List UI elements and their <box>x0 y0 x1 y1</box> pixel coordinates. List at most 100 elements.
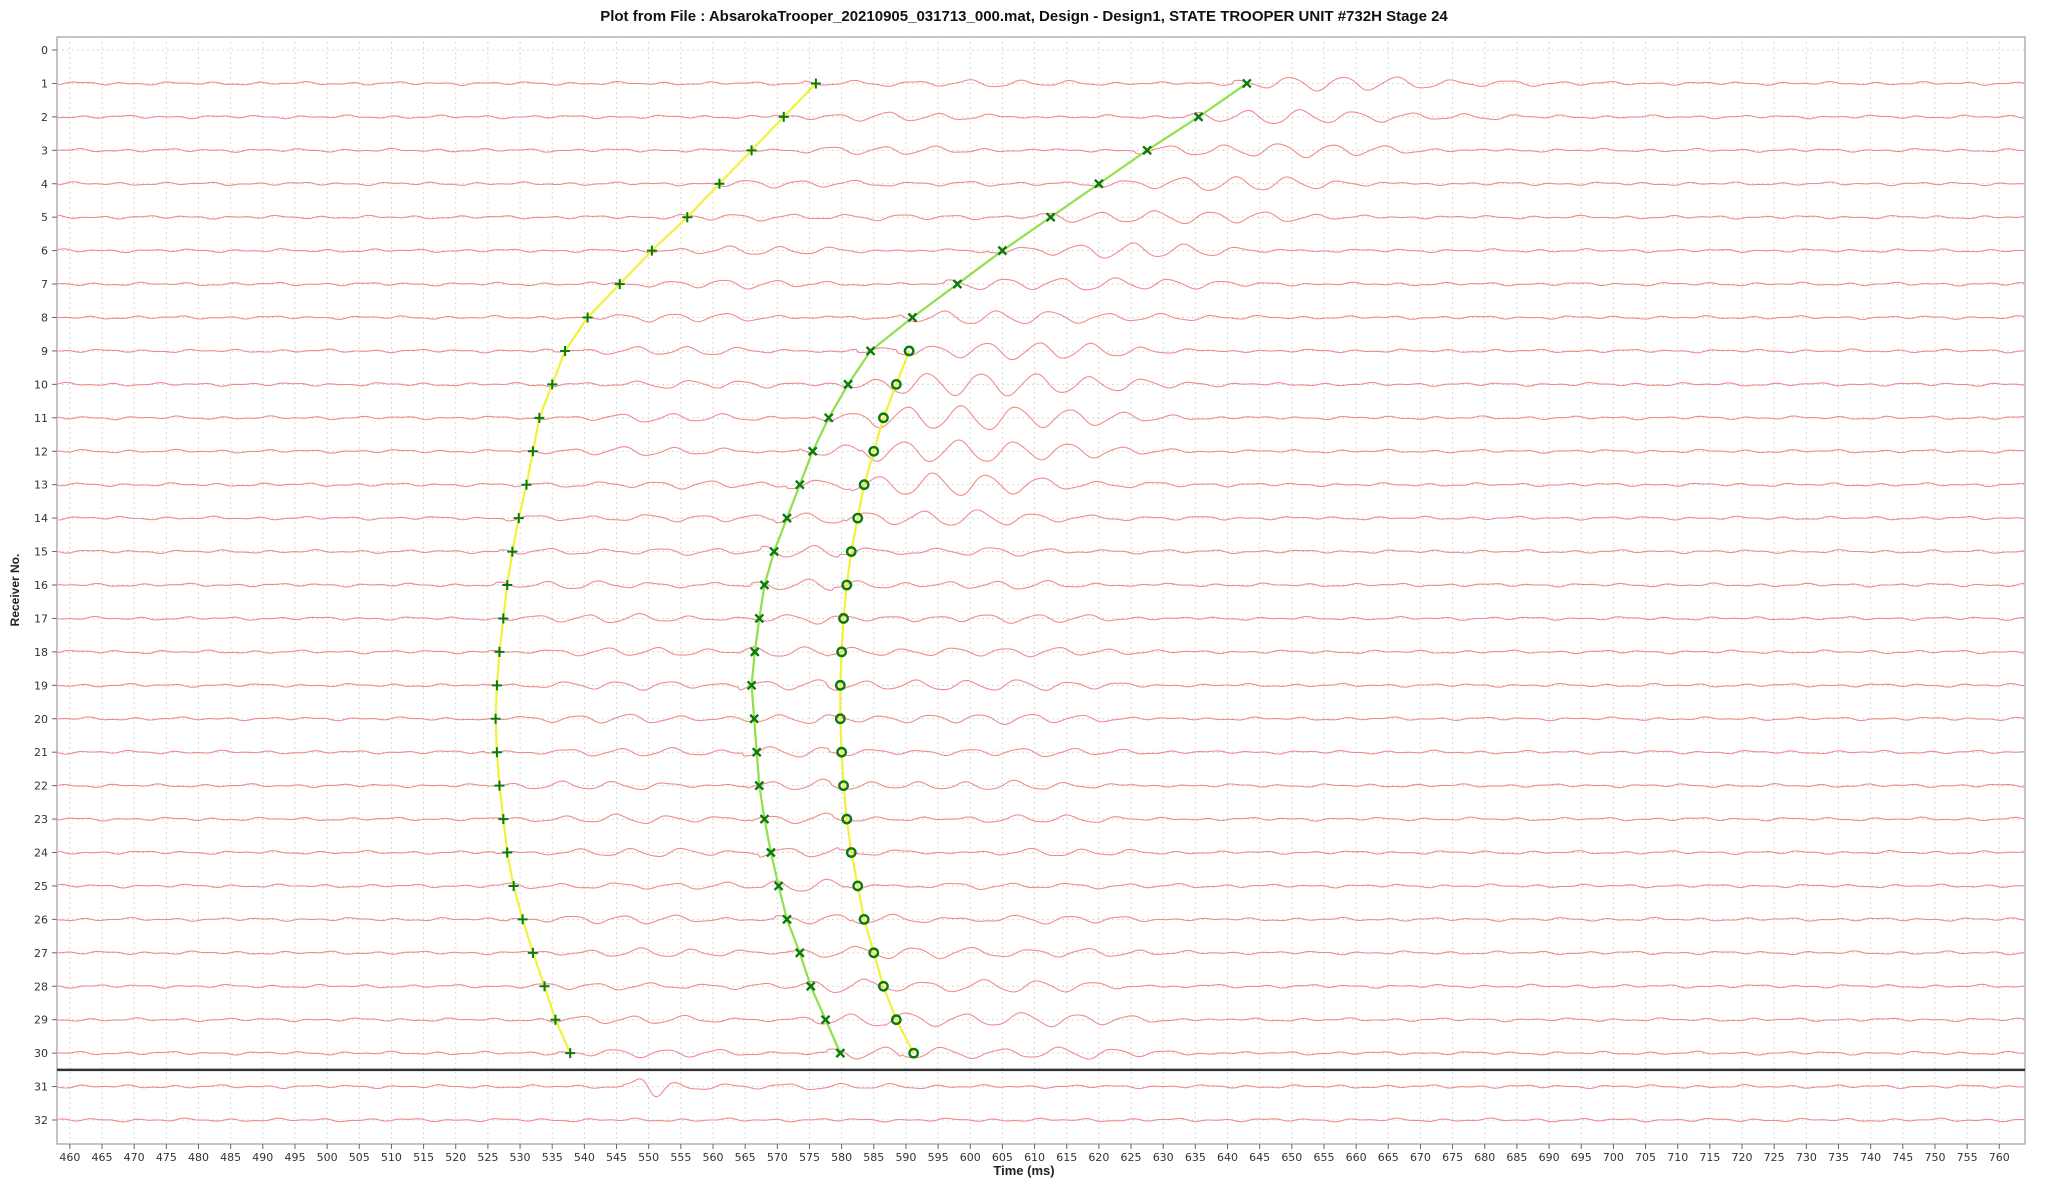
trace-receiver-13 <box>57 472 2025 496</box>
trace-receiver-27 <box>57 945 2025 960</box>
pick-marker-x <box>820 1014 831 1025</box>
x-tick-label: 605 <box>992 1151 1013 1164</box>
x-tick-label: 600 <box>960 1151 981 1164</box>
pick-marker-plus <box>682 212 693 223</box>
pick-marker-plus <box>560 345 571 356</box>
x-tick-label: 695 <box>1571 1151 1592 1164</box>
y-tick-label: 1 <box>41 77 48 90</box>
x-tick-label: 735 <box>1828 1151 1849 1164</box>
pick-marker-o <box>841 579 853 591</box>
pick-marker-x <box>751 747 762 758</box>
pick-marker-x <box>835 1048 846 1058</box>
pick-marker-o <box>890 378 902 390</box>
y-tick-labels: 0123456789101112131415161718192021222324… <box>34 44 48 1127</box>
pick-marker-o <box>836 746 848 758</box>
pick-marker-o <box>852 512 864 524</box>
y-tick-label: 8 <box>41 312 48 325</box>
pick-marker-o <box>834 679 846 691</box>
x-tick-label: 485 <box>220 1151 241 1164</box>
x-tick-label: 740 <box>1860 1151 1881 1164</box>
x-tick-label: 680 <box>1474 1151 1495 1164</box>
y-tick-label: 21 <box>34 746 48 759</box>
x-tick-label: 755 <box>1957 1151 1978 1164</box>
trace-receiver-6 <box>57 242 2024 259</box>
x-tick-label: 570 <box>767 1151 788 1164</box>
pick-marker-x <box>805 981 816 992</box>
pick-marker-x <box>952 279 963 289</box>
x-tick-label: 475 <box>156 1151 177 1164</box>
trace-receiver-30 <box>57 1046 2024 1060</box>
x-tick-label: 730 <box>1796 1151 1817 1164</box>
pick-marker-x <box>769 546 779 557</box>
pick-marker-plus <box>746 145 757 156</box>
pick-marker-plus <box>502 847 513 858</box>
pick-marker-o <box>834 713 846 725</box>
chart-title: Plot from File : AbsarokaTrooper_2021090… <box>600 8 1448 25</box>
x-tick-label: 540 <box>574 1151 595 1164</box>
x-tick-label: 490 <box>252 1151 273 1164</box>
trace-receiver-5 <box>57 210 2025 225</box>
pick-marker-plus <box>507 546 518 557</box>
y-tick-label: 22 <box>34 780 48 793</box>
pick-marker-plus <box>527 446 538 457</box>
x-tick-label: 460 <box>59 1151 80 1164</box>
x-tick-label: 505 <box>349 1151 370 1164</box>
y-tick-label: 32 <box>34 1114 48 1127</box>
y-tick-label: 20 <box>34 713 48 726</box>
pick-marker-plus <box>565 1048 576 1059</box>
trace-receiver-10 <box>57 373 2025 397</box>
trace-receiver-26 <box>58 913 2025 925</box>
y-tick-label: 19 <box>34 679 48 692</box>
pick-marker-o <box>908 1047 920 1059</box>
y-tick-label: 29 <box>34 1014 48 1027</box>
trace-receiver-21 <box>57 746 2025 758</box>
pick-marker-x <box>794 947 805 958</box>
x-tick-label: 700 <box>1603 1151 1624 1164</box>
trace-receiver-8 <box>58 310 2025 325</box>
pick-marker-o <box>858 479 870 491</box>
x-tick-label: 760 <box>1989 1151 2010 1164</box>
trace-receiver-32 <box>57 1117 2024 1123</box>
x-tick-label: 610 <box>1024 1151 1045 1164</box>
pick-marker-plus <box>810 78 821 89</box>
x-tick-label: 465 <box>92 1151 113 1164</box>
y-tick-label: 2 <box>41 111 48 124</box>
x-tick-label: 635 <box>1185 1151 1206 1164</box>
pick-marker-x <box>782 914 792 925</box>
pick-marker-o <box>868 947 880 959</box>
x-tick-label: 645 <box>1249 1151 1270 1164</box>
pick-marker-o <box>878 980 889 992</box>
pick-marker-plus <box>534 412 545 423</box>
trace-receiver-9 <box>57 342 2024 361</box>
x-tick-labels: 460 465 470 475 480 485 490 495 500 505 510 515 520 5… <box>59 1151 2009 1164</box>
pick-curve-2 <box>750 82 1248 1054</box>
x-tick-label: 650 <box>1281 1151 1302 1164</box>
y-tick-label: 18 <box>34 646 48 659</box>
x-tick-label: 565 <box>735 1151 756 1164</box>
trace-receiver-16 <box>57 578 2025 591</box>
pick-marker-plus <box>521 479 532 490</box>
pick-marker-x <box>1094 178 1104 189</box>
x-tick-label: 705 <box>1635 1151 1656 1164</box>
x-tick-label: 525 <box>477 1151 498 1164</box>
x-tick-label: 520 <box>445 1151 466 1164</box>
pick-marker-x <box>1193 112 1204 122</box>
y-tick-label: 6 <box>41 245 48 258</box>
pick-marker-o <box>868 445 880 457</box>
pick-marker-plus <box>550 1014 561 1025</box>
x-tick-label: 585 <box>863 1151 884 1164</box>
x-tick-label: 715 <box>1699 1151 1720 1164</box>
pick-marker-plus <box>778 111 789 122</box>
x-tick-label: 640 <box>1217 1151 1238 1164</box>
pick-marker-plus <box>539 981 550 992</box>
pick-marker-x <box>907 312 918 323</box>
trace-receiver-2 <box>57 109 2025 125</box>
x-tick-label: 720 <box>1732 1151 1753 1164</box>
y-tick-label: 30 <box>34 1047 48 1060</box>
pick-marker-plus <box>614 279 625 290</box>
pick-marker-o <box>852 880 864 892</box>
pick-marker-o <box>858 913 870 925</box>
trace-receiver-31 <box>57 1078 2024 1098</box>
y-tick-label: 7 <box>41 278 48 291</box>
x-tick-label: 655 <box>1313 1151 1334 1164</box>
